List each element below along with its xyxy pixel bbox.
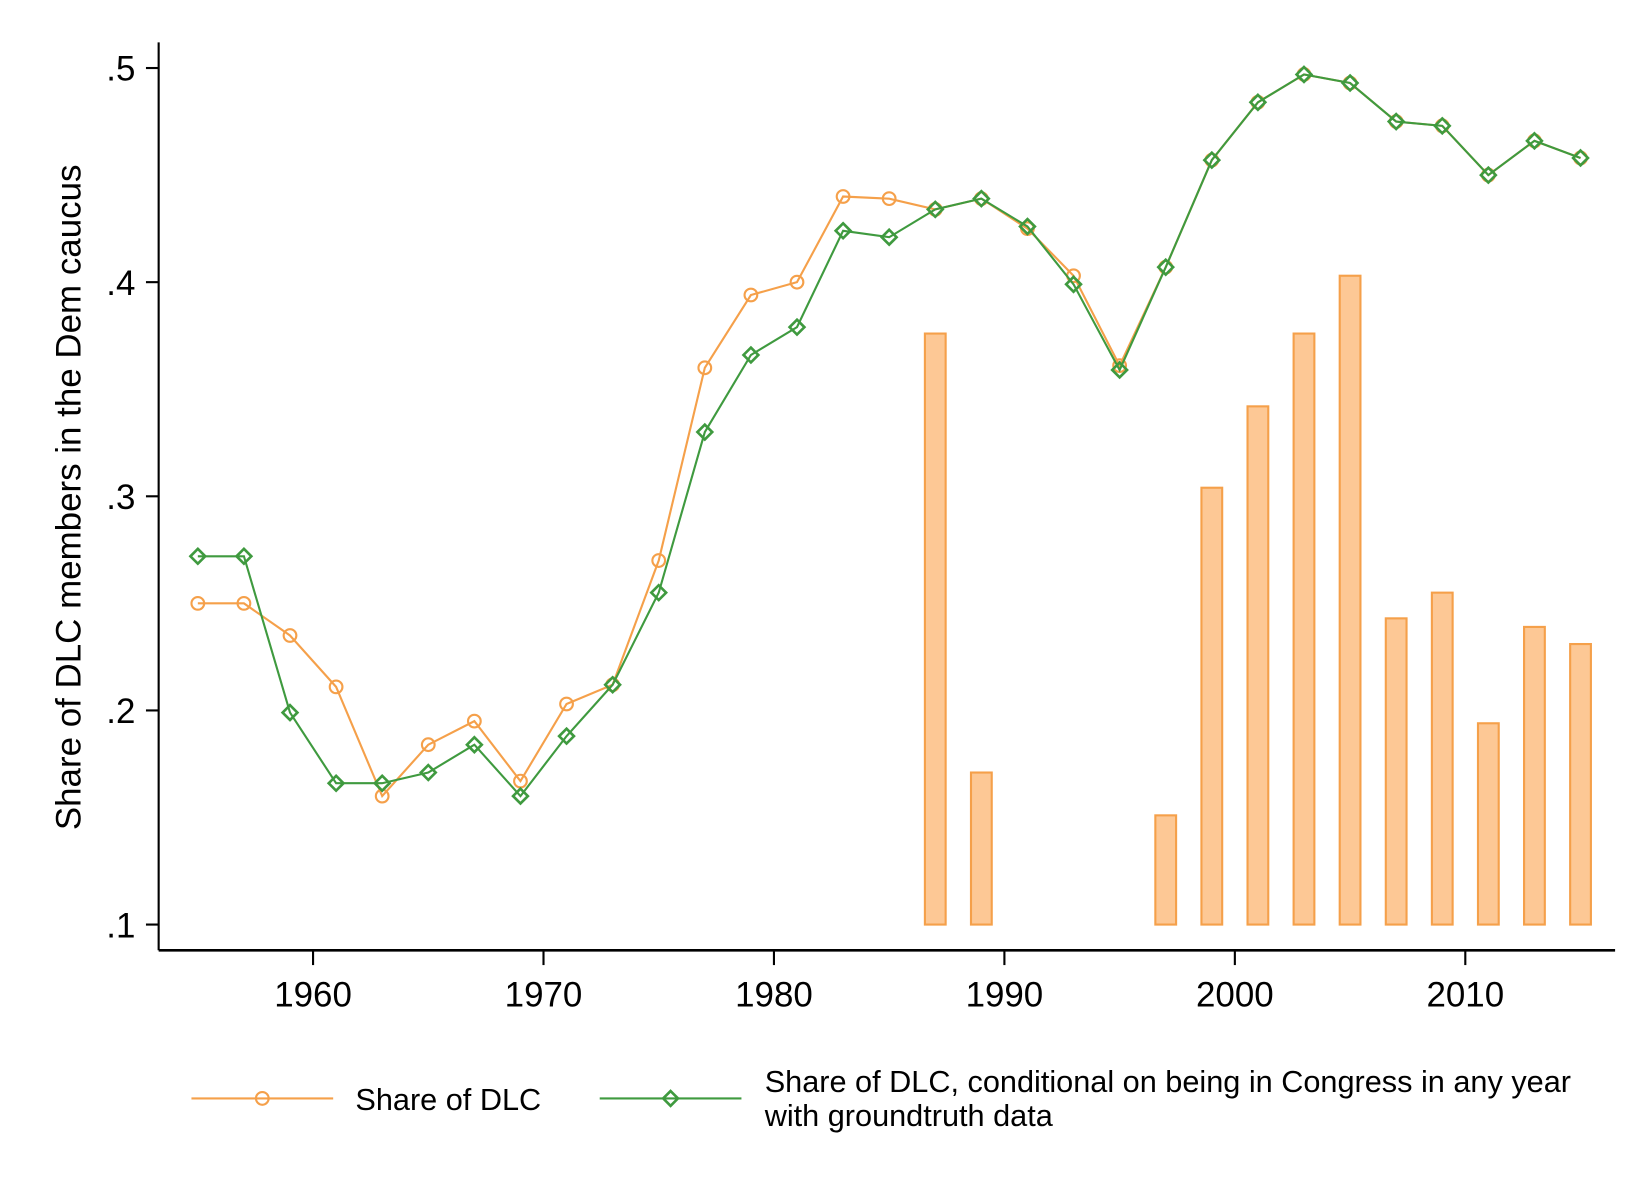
marker-diamond [557,726,576,746]
marker-diamond [603,675,622,695]
marker-diamond [787,317,807,337]
bar [1200,486,1224,926]
marker-circle [743,287,759,303]
bar [969,771,993,926]
legend-label: Share of DLC, conditional on being in Co… [765,1064,1571,1099]
marker-circle [835,189,851,204]
marker-diamond [1432,116,1452,136]
legend-label: Share of DLC [355,1082,541,1117]
marker-circle [236,595,252,611]
marker-diamond [879,227,899,247]
marker-diamond [925,200,945,219]
marker-circle [881,191,897,207]
bar [1154,814,1178,926]
y-axis-label: Share of DLC members in the Dem caucus [49,165,88,831]
marker-diamond [1386,112,1406,131]
marker-diamond [1156,257,1175,277]
marker-diamond [326,773,346,793]
marker-circle [190,595,206,611]
marker-diamond [1064,275,1083,294]
series-lines [188,65,1590,806]
series-line [197,73,1581,798]
bar [1292,332,1316,926]
y-tick-label: .3 [106,478,135,517]
marker-circle [328,679,344,695]
marker-diamond [1340,73,1360,93]
y-tick-label: .1 [106,906,135,945]
marker-diamond [234,546,254,566]
bar [1246,405,1270,926]
marker-circle [282,628,298,643]
marker-diamond [372,773,392,793]
legend: Share of DLC Share of DLC, conditional on… [191,1064,1571,1133]
axes: .1 .2 .3 .4 .5 1960 1970 1980 1990 2000 2010 [106,42,1616,1014]
bar [1430,591,1454,926]
bar [1476,722,1500,926]
marker-diamond [188,546,208,566]
marker-circle [466,713,482,729]
marker-diamond [695,422,715,442]
x-tick-label: 2000 [1196,975,1274,1014]
marker-diamond [1571,148,1590,168]
marker-diamond [972,189,991,208]
marker-diamond [1248,93,1268,112]
bars [923,274,1592,926]
bar [923,332,947,926]
bar [1569,642,1592,926]
x-tick-label: 2010 [1426,975,1504,1014]
marker-circle [559,696,574,712]
series-line [197,73,1581,799]
marker-circle [254,1091,270,1106]
bar [1338,274,1362,926]
x-tick-label: 1970 [505,975,583,1014]
marker-circle [651,553,667,568]
marker-diamond [1018,217,1037,236]
marker-diamond [1525,131,1544,151]
marker-diamond [511,786,530,806]
marker-diamond [1202,150,1222,170]
y-tick-label: .2 [106,692,135,731]
marker-diamond [419,763,438,782]
marker-circle [420,737,436,753]
marker-diamond [833,221,853,241]
x-tick-label: 1960 [274,975,352,1014]
marker-diamond [465,735,484,754]
marker-diamond [741,345,761,365]
legend-label: with groundtruth data [764,1098,1054,1133]
marker-circle [789,274,805,290]
marker-circle [697,360,713,376]
x-tick-label: 1980 [735,975,813,1014]
bar [1384,617,1408,926]
marker-diamond [649,583,669,602]
marker-diamond [1294,65,1314,84]
marker-diamond [1110,360,1129,380]
y-tick-label: .4 [106,264,135,303]
x-tick-label: 1990 [966,975,1044,1014]
marker-diamond [280,703,300,722]
marker-diamond [1479,165,1498,185]
bar [1523,625,1546,926]
marker-diamond [661,1089,680,1108]
y-tick-label: .5 [106,50,135,89]
